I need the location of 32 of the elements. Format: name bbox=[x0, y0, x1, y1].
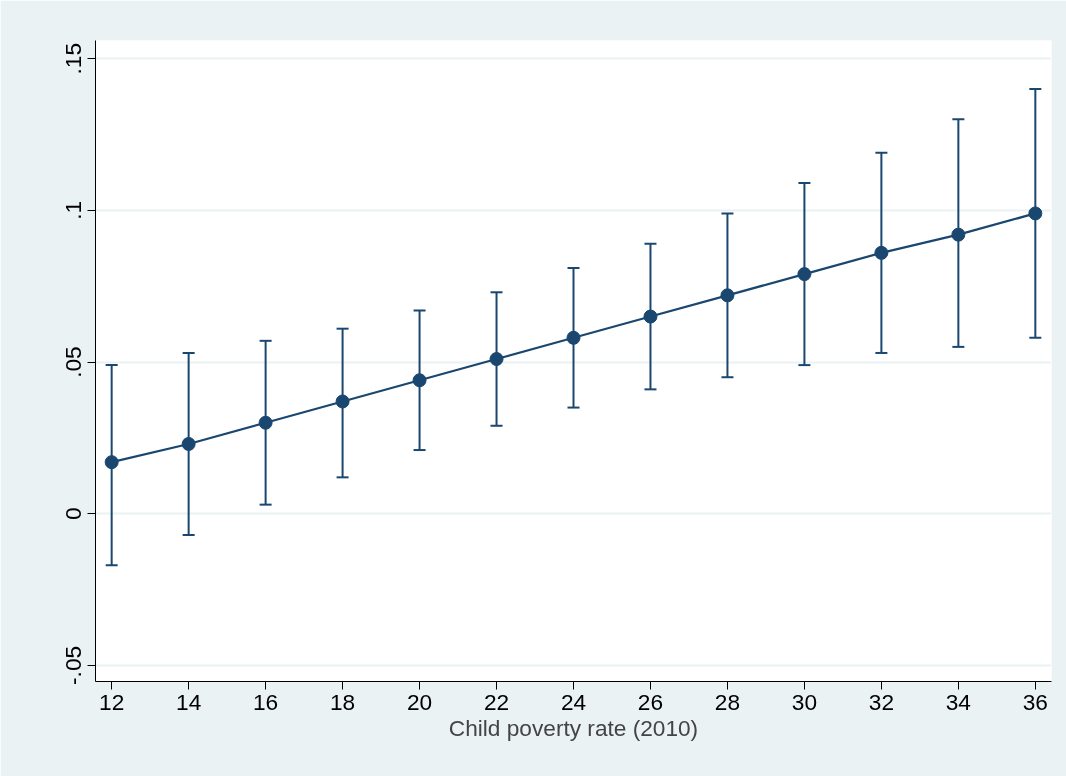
x-tick-label: 18 bbox=[329, 688, 356, 715]
x-tick-label: 32 bbox=[868, 688, 894, 715]
y-tick-label: .05 bbox=[60, 346, 87, 378]
point bbox=[874, 245, 889, 260]
x-tick-label: 20 bbox=[406, 688, 433, 715]
x-tick-label: 28 bbox=[714, 688, 741, 715]
point bbox=[951, 227, 966, 242]
x-tick-label: 26 bbox=[637, 688, 664, 715]
point bbox=[258, 415, 273, 430]
x-tick-label: 24 bbox=[560, 688, 587, 715]
y-tick-label: 0 bbox=[60, 507, 87, 521]
point bbox=[643, 309, 658, 324]
y-tick-label: -.05 bbox=[60, 645, 87, 685]
point bbox=[720, 288, 735, 303]
x-tick-label: 22 bbox=[483, 688, 510, 715]
point bbox=[181, 436, 196, 451]
x-axis-title: Child poverty rate (2010) bbox=[448, 714, 699, 741]
y-tick-label: .1 bbox=[60, 200, 87, 220]
x-tick-label: 14 bbox=[176, 688, 202, 715]
x-tick-label: 16 bbox=[253, 688, 279, 715]
x-tick-label: 36 bbox=[1022, 688, 1048, 715]
x-tick-label: 30 bbox=[791, 688, 818, 715]
x-tick-label: 34 bbox=[945, 688, 971, 715]
point bbox=[335, 394, 350, 409]
point bbox=[489, 352, 504, 367]
point bbox=[797, 267, 812, 282]
point bbox=[566, 330, 581, 345]
x-tick-label: 12 bbox=[99, 688, 125, 715]
point bbox=[1028, 206, 1043, 221]
point bbox=[104, 455, 119, 470]
y-tick-label: .15 bbox=[60, 42, 87, 75]
point bbox=[412, 373, 427, 388]
